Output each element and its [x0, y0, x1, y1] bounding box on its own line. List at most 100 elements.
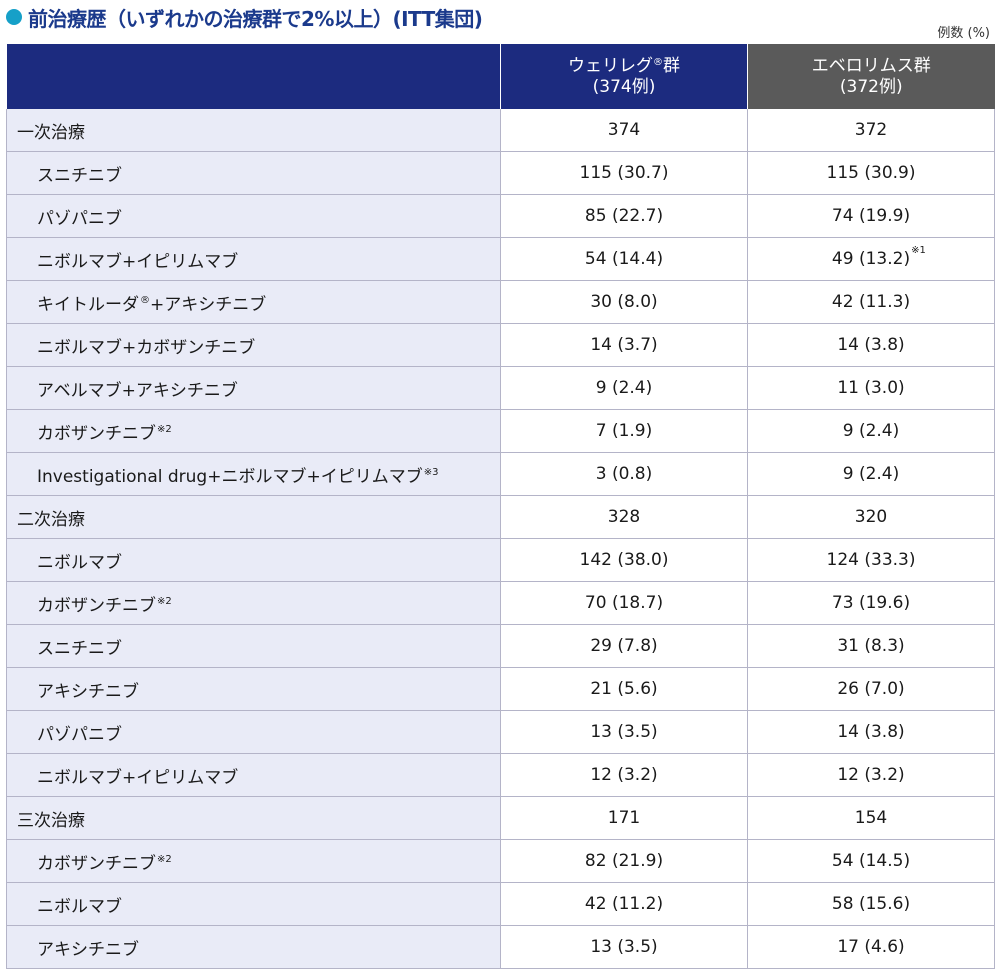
everolimus-value-cell: 14 (3.8)	[747, 323, 995, 367]
table-row: パゾパニブ 85 (22.7) 74 (19.9)	[6, 194, 995, 238]
everolimus-value-cell: 26 (7.0)	[747, 667, 995, 711]
row-label-cell: 三次治療	[6, 796, 501, 840]
everolimus-value-cell: 54 (14.5)	[747, 839, 995, 883]
welireg-value: 13 (3.5)	[590, 937, 658, 957]
row-label-cell: 二次治療	[6, 495, 501, 539]
table-row: ニボルマブ+カボザンチニブ 14 (3.7) 14 (3.8)	[6, 323, 995, 367]
footnote-mark: ※2	[157, 595, 172, 607]
welireg-value: 21 (5.6)	[590, 679, 658, 699]
table-row: Investigational drug+ニボルマブ+イピリムマブ※3 3 (0.…	[6, 452, 995, 496]
row-label: パゾパニブ	[37, 724, 122, 745]
welireg-value-cell: 30 (8.0)	[500, 280, 748, 324]
welireg-value: 82 (21.9)	[584, 851, 664, 871]
welireg-value: 7 (1.9)	[595, 421, 653, 441]
prior-therapy-table: ウェリレグ®群 (374例) エベロリムス群 (372例) 一次治療 374 372…	[6, 44, 995, 969]
header-welireg-group: ウェリレグ®群 (374例)	[500, 44, 748, 109]
everolimus-value: 54 (14.5)	[831, 851, 911, 871]
row-label-cont: +アキシチニブ	[150, 294, 267, 315]
everolimus-value-cell: 9 (2.4)	[747, 409, 995, 453]
group1-suffix: 群	[663, 55, 680, 76]
table-row: ニボルマブ+イピリムマブ 12 (3.2) 12 (3.2)	[6, 753, 995, 797]
row-label: アベルマブ+アキシチニブ	[37, 380, 238, 401]
row-label: ニボルマブ+カボザンチニブ	[37, 337, 256, 358]
table-row: カボザンチニブ※2 7 (1.9) 9 (2.4)	[6, 409, 995, 453]
everolimus-value: 124 (33.3)	[826, 550, 916, 570]
everolimus-value-cell: 12 (3.2)	[747, 753, 995, 797]
row-label: スニチニブ	[37, 638, 122, 659]
welireg-value: 29 (7.8)	[590, 636, 658, 656]
everolimus-value: 58 (15.6)	[831, 894, 911, 914]
welireg-value: 14 (3.7)	[590, 335, 658, 355]
row-label: 二次治療	[17, 509, 85, 530]
everolimus-value-cell: 73 (19.6)	[747, 581, 995, 625]
welireg-value-cell: 29 (7.8)	[500, 624, 748, 668]
welireg-value-cell: 7 (1.9)	[500, 409, 748, 453]
everolimus-value-cell: 320	[747, 495, 995, 539]
group1-count: (374例)	[592, 76, 656, 97]
everolimus-value: 9 (2.4)	[842, 464, 900, 484]
row-label: ニボルマブ+イピリムマブ	[37, 251, 239, 272]
row-label-cell: カボザンチニブ※2	[6, 409, 501, 453]
welireg-value: 142 (38.0)	[579, 550, 669, 570]
table-row: アキシチニブ 13 (3.5) 17 (4.6)	[6, 925, 995, 969]
row-label-cell: アキシチニブ	[6, 925, 501, 969]
everolimus-value: 26 (7.0)	[837, 679, 905, 699]
category-row: 一次治療 374 372	[6, 109, 995, 152]
welireg-value-cell: 54 (14.4)	[500, 237, 748, 281]
welireg-value: 374	[607, 120, 641, 140]
row-label: ニボルマブ+イピリムマブ	[37, 767, 239, 788]
row-label: 三次治療	[17, 810, 85, 831]
footnote-mark: ※2	[157, 423, 172, 435]
welireg-value: 13 (3.5)	[590, 722, 658, 742]
row-label: アキシチニブ	[37, 681, 139, 702]
welireg-value: 70 (18.7)	[584, 593, 664, 613]
everolimus-value-cell: 372	[747, 109, 995, 152]
row-label-cell: ニボルマブ+イピリムマブ	[6, 237, 501, 281]
everolimus-value: 74 (19.9)	[831, 206, 911, 226]
everolimus-value-cell: 154	[747, 796, 995, 840]
everolimus-value: 320	[854, 507, 888, 527]
table-row: ニボルマブ 42 (11.2) 58 (15.6)	[6, 882, 995, 926]
welireg-value-cell: 9 (2.4)	[500, 366, 748, 410]
everolimus-value: 31 (8.3)	[837, 636, 905, 656]
everolimus-value-cell: 11 (3.0)	[747, 366, 995, 410]
table-row: キイトルーダ®+アキシチニブ 30 (8.0) 42 (11.3)	[6, 280, 995, 324]
table-body: 一次治療 374 372 スニチニブ 115 (30.7) 115 (30.9) パゾパニブ…	[6, 109, 995, 969]
row-label-cell: ニボルマブ+イピリムマブ	[6, 753, 501, 797]
welireg-value-cell: 328	[500, 495, 748, 539]
welireg-value-cell: 13 (3.5)	[500, 710, 748, 754]
everolimus-value: 49 (13.2)	[831, 249, 911, 269]
row-label: 一次治療	[17, 122, 85, 143]
welireg-value-cell: 142 (38.0)	[500, 538, 748, 582]
category-row: 三次治療 171 154	[6, 796, 995, 840]
row-label-cell: Investigational drug+ニボルマブ+イピリムマブ※3	[6, 452, 501, 496]
row-label-cell: アベルマブ+アキシチニブ	[6, 366, 501, 410]
row-label-cell: 一次治療	[6, 109, 501, 152]
everolimus-value: 154	[854, 808, 888, 828]
welireg-value-cell: 42 (11.2)	[500, 882, 748, 926]
welireg-value-cell: 14 (3.7)	[500, 323, 748, 367]
everolimus-value-cell: 49 (13.2) ※1	[747, 237, 995, 281]
group2-name: エベロリムス群	[811, 55, 931, 76]
everolimus-value-cell: 42 (11.3)	[747, 280, 995, 324]
row-label: キイトルーダ	[37, 294, 139, 315]
row-label: カボザンチニブ	[37, 853, 156, 874]
everolimus-value: 17 (4.6)	[837, 937, 905, 957]
table-row: アベルマブ+アキシチニブ 9 (2.4) 11 (3.0)	[6, 366, 995, 410]
row-label-cell: ニボルマブ	[6, 538, 501, 582]
footnote-mark: ※3	[423, 466, 439, 478]
everolimus-value: 12 (3.2)	[837, 765, 905, 785]
everolimus-value: 73 (19.6)	[831, 593, 911, 613]
row-label-cell: カボザンチニブ※2	[6, 839, 501, 883]
row-label-cell: スニチニブ	[6, 624, 501, 668]
category-row: 二次治療 328 320	[6, 495, 995, 539]
welireg-value: 42 (11.2)	[584, 894, 664, 914]
table-row: カボザンチニブ※2 82 (21.9) 54 (14.5)	[6, 839, 995, 883]
group1-name: ウェリレグ	[568, 55, 653, 76]
row-label-cell: パゾパニブ	[6, 710, 501, 754]
row-label: カボザンチニブ	[37, 423, 156, 444]
welireg-value-cell: 82 (21.9)	[500, 839, 748, 883]
everolimus-value: 9 (2.4)	[842, 421, 900, 441]
title-bar: 前治療歴（いずれかの治療群で2%以上）(ITT集団) 例数 (%)	[0, 0, 1000, 44]
welireg-value-cell: 13 (3.5)	[500, 925, 748, 969]
